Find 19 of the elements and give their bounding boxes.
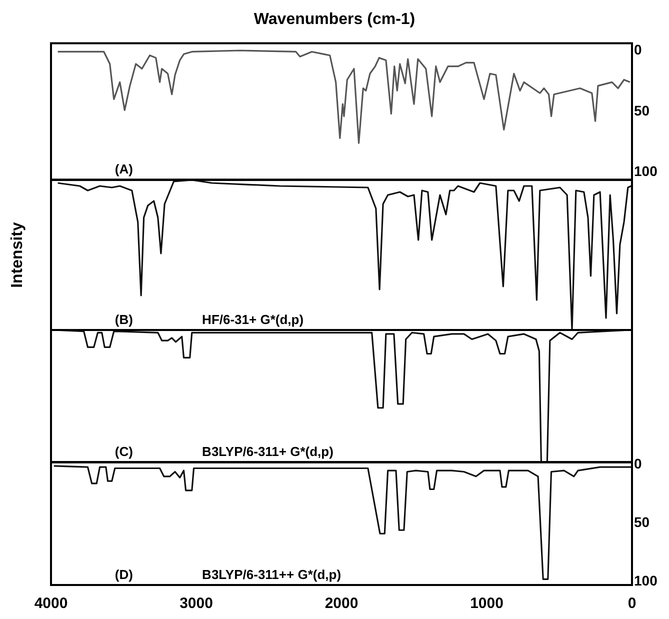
x-tick-label: 1000 xyxy=(470,595,504,612)
annotation: B3LYP/6-311++ G*(d,p) xyxy=(202,567,342,582)
annotation: (D) xyxy=(114,567,133,582)
y-tick-label: 50 xyxy=(634,514,650,530)
annotation: HF/6-31+ G*(d,p) xyxy=(202,312,304,328)
annotation: (B) xyxy=(114,312,133,328)
y-tick-label: 100 xyxy=(634,163,658,180)
y-tick-label: 0 xyxy=(634,456,642,472)
annotation: (A) xyxy=(114,162,133,177)
annotation: B3LYP/6-311+ G*(d,p) xyxy=(202,444,334,460)
y-axis-title: Intensity xyxy=(9,222,26,288)
x-tick-label: 2000 xyxy=(324,595,358,612)
x-tick-label: 4000 xyxy=(34,595,68,612)
chart-title: Wavenumbers (cm-1) xyxy=(254,11,416,28)
y-tick-label: 50 xyxy=(634,102,650,118)
x-tick-label: 3000 xyxy=(180,595,213,612)
y-tick-label: 0 xyxy=(634,41,642,58)
annotation: (C) xyxy=(114,444,133,460)
y-tick-label: 100 xyxy=(634,572,658,588)
